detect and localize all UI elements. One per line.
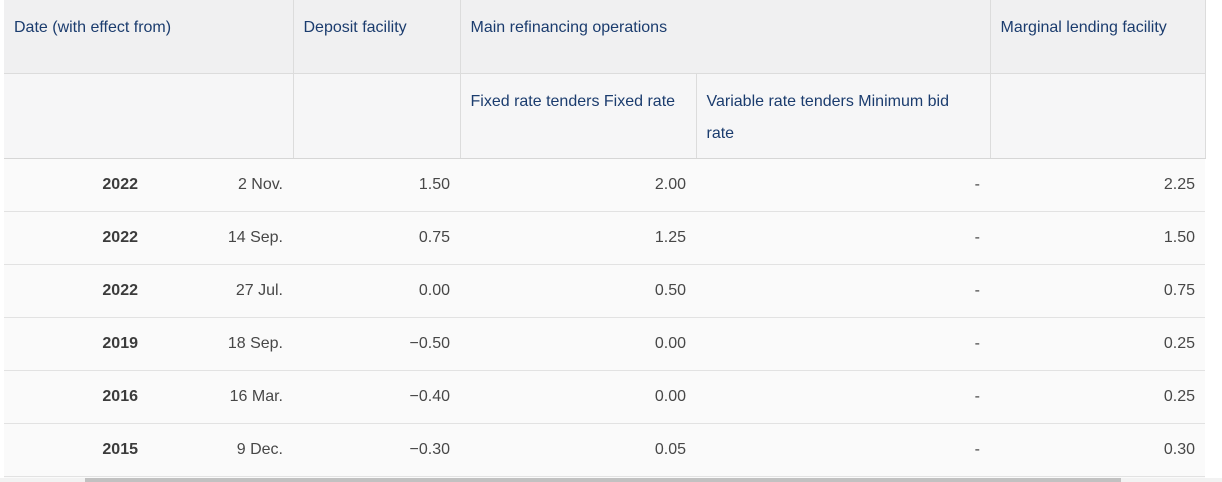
col-subheader-deposit-empty [293, 73, 461, 159]
variable-rate-cell: - [696, 316, 990, 370]
fixed-rate-cell: 0.00 [460, 369, 696, 423]
key-interest-rates-table: Date (with effect from) Deposit facility… [4, 0, 1206, 479]
table-body: 2022 2 Nov. 1.50 2.00 - 2.25 2022 14 Sep… [4, 158, 1205, 479]
horizontal-scrollbar-thumb[interactable] [85, 478, 1121, 482]
date-cell: 18 Sep. [148, 316, 293, 370]
header-row-top: Date (with effect from) Deposit facility… [4, 0, 1206, 74]
marginal-rate-cell: 0.25 [990, 316, 1205, 370]
col-subheader-date-empty [4, 73, 294, 159]
rate-row: 2022 14 Sep. 0.75 1.25 - 1.50 [4, 210, 1205, 264]
fixed-rate-cell: 0.05 [460, 422, 696, 476]
col-header-deposit-facility: Deposit facility [293, 0, 461, 74]
deposit-rate-cell: 0.75 [293, 210, 460, 264]
deposit-rate-cell: −0.30 [293, 422, 460, 476]
horizontal-scrollbar[interactable] [0, 478, 1222, 482]
rate-row: 2019 18 Sep. −0.50 0.00 - 0.25 [4, 316, 1205, 370]
header-row-sub: Fixed rate tenders Fixed rate Variable r… [4, 73, 1206, 159]
date-cell: 16 Mar. [148, 369, 293, 423]
year-cell: 2022 [4, 158, 148, 211]
year-cell: 2019 [4, 316, 148, 370]
year-cell: 2016 [4, 369, 148, 423]
rate-row-cutoff [4, 475, 1205, 479]
col-header-date: Date (with effect from) [4, 0, 294, 74]
deposit-rate-cell: −0.40 [293, 369, 460, 423]
date-cell: 2 Nov. [148, 158, 293, 211]
fixed-rate-cell: 0.00 [460, 316, 696, 370]
col-subheader-variable-rate-tenders: Variable rate tenders Minimum bid rate [696, 73, 991, 159]
marginal-rate-cell: 0.25 [990, 369, 1205, 423]
col-subheader-marginal-empty [990, 73, 1206, 159]
rate-row: 2016 16 Mar. −0.40 0.00 - 0.25 [4, 369, 1205, 423]
deposit-rate-cell: −0.50 [293, 316, 460, 370]
col-header-main-refinancing: Main refinancing operations [460, 0, 991, 74]
year-cell: 2022 [4, 210, 148, 264]
year-cell: 2015 [4, 422, 148, 476]
marginal-rate-cell: 1.50 [990, 210, 1205, 264]
variable-rate-cell: - [696, 369, 990, 423]
variable-rate-cell: - [696, 158, 990, 211]
deposit-rate-cell: 1.50 [293, 158, 460, 211]
rates-table: Date (with effect from) Deposit facility… [4, 0, 1206, 479]
date-cell: 27 Jul. [148, 263, 293, 317]
year-cell: 2022 [4, 263, 148, 317]
col-header-marginal-lending: Marginal lending facility [990, 0, 1206, 74]
fixed-rate-cell: 0.50 [460, 263, 696, 317]
marginal-rate-cell: 0.75 [990, 263, 1205, 317]
fixed-rate-cell: 2.00 [460, 158, 696, 211]
rate-row: 2022 2 Nov. 1.50 2.00 - 2.25 [4, 158, 1205, 211]
variable-rate-cell: - [696, 263, 990, 317]
date-cell: 9 Dec. [148, 422, 293, 476]
table-header: Date (with effect from) Deposit facility… [4, 0, 1206, 159]
col-subheader-fixed-rate-tenders: Fixed rate tenders Fixed rate [460, 73, 697, 159]
date-cell: 14 Sep. [148, 210, 293, 264]
variable-rate-cell: - [696, 210, 990, 264]
rate-row: 2015 9 Dec. −0.30 0.05 - 0.30 [4, 422, 1205, 476]
rate-row: 2022 27 Jul. 0.00 0.50 - 0.75 [4, 263, 1205, 317]
fixed-rate-cell: 1.25 [460, 210, 696, 264]
deposit-rate-cell: 0.00 [293, 263, 460, 317]
variable-rate-cell: - [696, 422, 990, 476]
marginal-rate-cell: 2.25 [990, 158, 1205, 211]
marginal-rate-cell: 0.30 [990, 422, 1205, 476]
